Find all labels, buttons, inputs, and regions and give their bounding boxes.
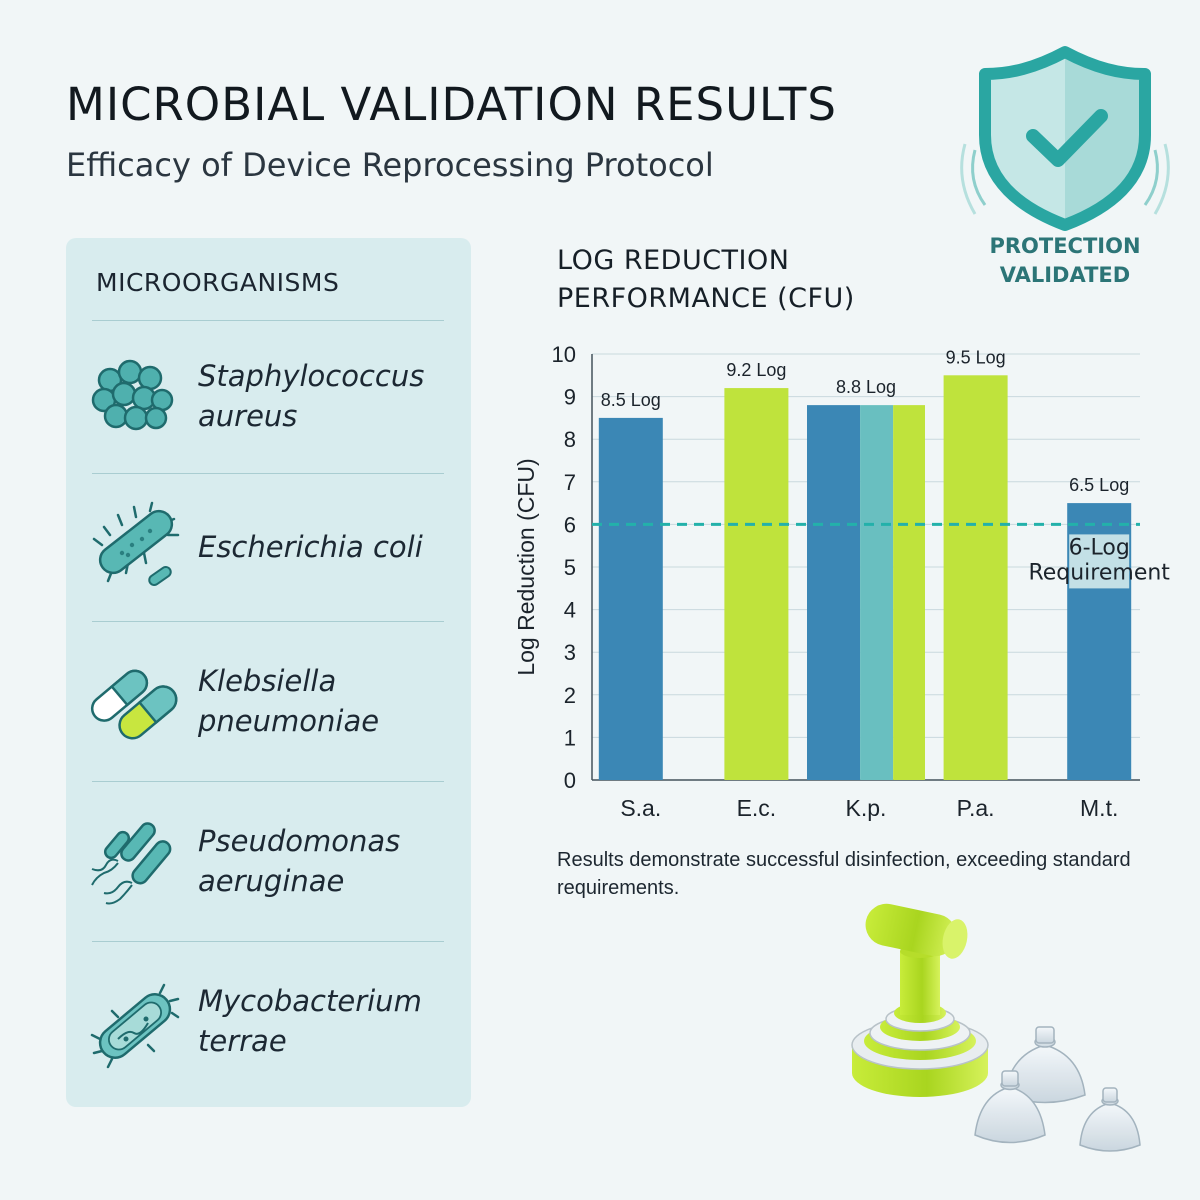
divider [92, 621, 444, 622]
rod-bacterium-icon [92, 501, 180, 587]
y-tick-label: 9 [564, 385, 576, 410]
y-tick-label: 8 [564, 427, 576, 452]
badge-line-2: VALIDATED [999, 263, 1131, 287]
chart-caption: Results demonstrate successful disinfect… [557, 849, 1131, 899]
divider [92, 941, 444, 942]
y-tick-label: 4 [564, 598, 576, 623]
data-label: 8.5 Log [601, 390, 661, 410]
data-label: 6.5 Log [1069, 475, 1129, 495]
badge-line-1: PROTECTION [989, 234, 1141, 258]
x-tick-label: E.c. [737, 795, 777, 821]
bar [860, 405, 894, 780]
bar [724, 388, 789, 780]
mycobacterium-icon [90, 983, 180, 1069]
page-title: MICROBIAL VALIDATION RESULTS [66, 78, 837, 131]
panel-title: MICROORGANISMS [96, 268, 340, 297]
data-label: 8.8 Log [836, 377, 896, 397]
list-item-mycobacterium: Mycobacterium terrae [66, 941, 471, 1107]
divider [92, 320, 444, 321]
y-tick-label: 6 [564, 512, 576, 537]
divider [92, 473, 444, 474]
x-tick-label: P.a. [957, 795, 995, 821]
capsule-bacterium-icon [90, 669, 178, 740]
y-tick-label: 10 [552, 342, 576, 367]
log-reduction-bar-chart: 0 1 2 3 4 5 6 7 8 9 10 Log Reduction (CFU) 8.5 Log S.… [513, 342, 1170, 821]
divider [92, 781, 444, 782]
organism-name: Staphylococcus aureus [198, 359, 425, 433]
page-subtitle: Efficacy of Device Reprocessing Protocol [66, 146, 714, 184]
bar [598, 417, 663, 780]
organism-name: Escherichia coli [198, 530, 423, 564]
organism-name: Mycobacterium terrae [198, 984, 422, 1058]
protection-badge: PROTECTION VALIDATED [955, 40, 1175, 300]
requirement-label: 6-Log [1069, 535, 1130, 560]
list-item-escherichia: Escherichia coli [66, 473, 471, 621]
y-tick-label: 2 [564, 683, 576, 708]
bar [893, 405, 925, 780]
data-label: 9.5 Log [946, 347, 1006, 367]
flagellated-bacterium-icon [91, 822, 172, 905]
chart-title: LOG REDUCTION PERFORMANCE (CFU) [557, 245, 855, 314]
y-tick-label: 0 [564, 768, 576, 793]
staph-cluster-icon [91, 359, 174, 431]
list-item-klebsiella: Klebsiella pneumoniae [66, 621, 471, 781]
x-tick-label: K.p. [846, 795, 887, 821]
y-axis-label: Log Reduction (CFU) [513, 458, 539, 675]
x-tick-label: S.a. [620, 795, 661, 821]
bar [807, 405, 861, 780]
data-label: 9.2 Log [726, 360, 786, 380]
y-tick-label: 3 [564, 640, 576, 665]
y-tick-label: 1 [564, 725, 576, 750]
requirement-label-bg [1069, 534, 1130, 589]
badge-label: PROTECTION VALIDATED [955, 232, 1175, 290]
microorganism-panel: MICROORGANISMS Staphylococcus aureus [66, 238, 471, 1107]
list-item-staphylococcus: Staphylococcus aureus [66, 320, 471, 473]
y-tick-label: 5 [564, 555, 576, 580]
requirement-label: Requirement [1028, 560, 1170, 585]
organism-name: Klebsiella pneumoniae [198, 664, 380, 738]
y-tick-label: 7 [564, 470, 576, 495]
shield-check-icon [960, 46, 1170, 231]
valve-device-icon [851, 903, 1141, 1152]
x-tick-label: M.t. [1080, 795, 1118, 821]
list-item-pseudomonas: Pseudomonas aeruginae [66, 781, 471, 941]
bar [943, 375, 1008, 780]
organism-name: Pseudomonas aeruginae [198, 824, 401, 898]
